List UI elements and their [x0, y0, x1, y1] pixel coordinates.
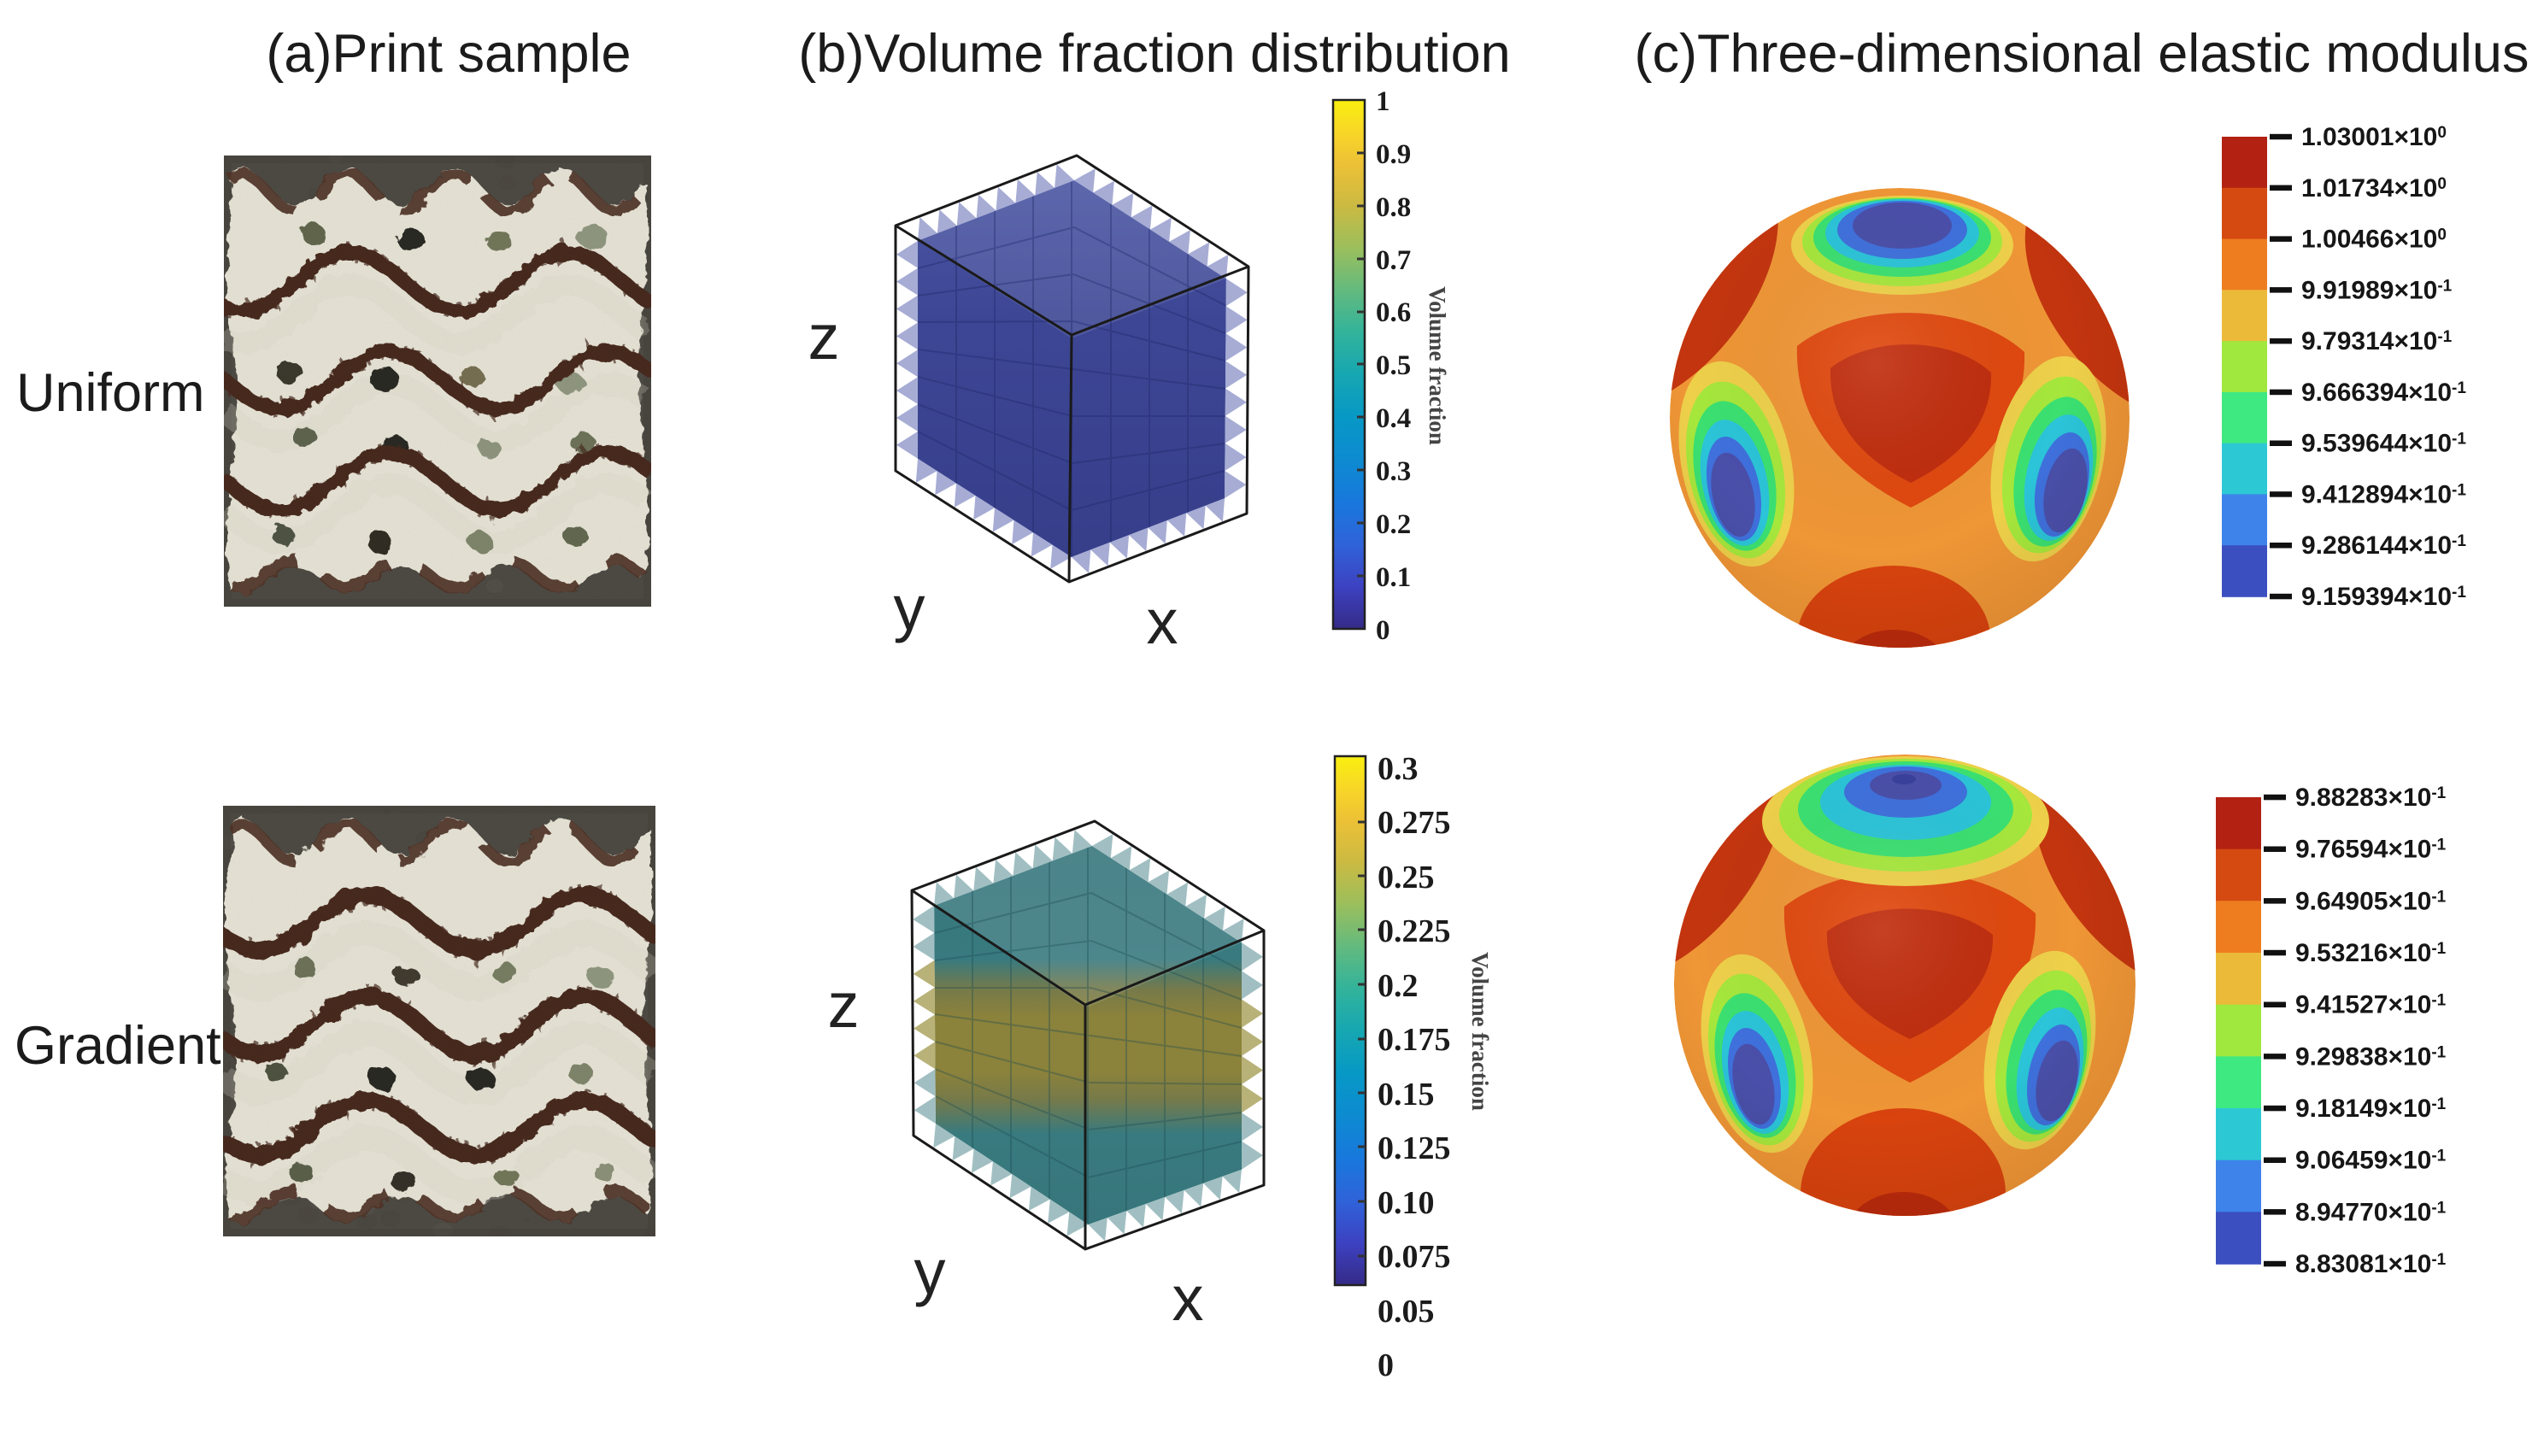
- svg-text:0.8: 0.8: [1376, 192, 1411, 223]
- svg-text:0.9: 0.9: [1376, 139, 1411, 170]
- svg-text:0: 0: [1376, 615, 1390, 646]
- svg-text:0.3: 0.3: [1378, 751, 1419, 787]
- svg-text:0.2: 0.2: [1376, 509, 1411, 540]
- svg-text:0.05: 0.05: [1378, 1294, 1435, 1330]
- svg-text:x: x: [1147, 586, 1178, 657]
- svg-text:1.00466×100: 1.00466×100: [2301, 226, 2447, 254]
- svg-text:9.91989×10-1: 9.91989×10-1: [2301, 276, 2453, 304]
- svg-text:0.125: 0.125: [1378, 1130, 1451, 1166]
- svg-text:0.175: 0.175: [1378, 1022, 1451, 1058]
- svg-text:9.06459×10-1: 9.06459×10-1: [2295, 1147, 2447, 1175]
- svg-text:y: y: [894, 572, 925, 643]
- svg-text:z: z: [828, 970, 860, 1041]
- svg-text:9.29838×10-1: 9.29838×10-1: [2295, 1042, 2447, 1071]
- svg-text:0.3: 0.3: [1376, 456, 1411, 487]
- svg-text:8.94770×10-1: 8.94770×10-1: [2295, 1198, 2447, 1226]
- svg-text:9.79314×10-1: 9.79314×10-1: [2301, 327, 2453, 355]
- svg-text:9.76594×10-1: 9.76594×10-1: [2295, 836, 2447, 864]
- svg-text:0.10: 0.10: [1378, 1185, 1435, 1221]
- svg-text:0.075: 0.075: [1378, 1239, 1451, 1275]
- svg-text:1.01734×100: 1.01734×100: [2301, 174, 2447, 203]
- svg-text:0.7: 0.7: [1376, 245, 1411, 276]
- svg-text:0.275: 0.275: [1378, 805, 1451, 841]
- svg-text:0.15: 0.15: [1378, 1077, 1435, 1113]
- svg-text:x: x: [1172, 1263, 1204, 1334]
- svg-text:9.286144×10-1: 9.286144×10-1: [2301, 531, 2466, 560]
- svg-text:0.225: 0.225: [1378, 913, 1451, 949]
- svg-text:0.4: 0.4: [1376, 403, 1411, 434]
- svg-text:9.88283×10-1: 9.88283×10-1: [2295, 784, 2447, 812]
- svg-text:Volume fraction: Volume fraction: [1425, 286, 1450, 445]
- svg-text:1.03001×100: 1.03001×100: [2301, 123, 2447, 151]
- svg-text:9.53216×10-1: 9.53216×10-1: [2295, 939, 2447, 967]
- svg-text:9.64905×10-1: 9.64905×10-1: [2295, 887, 2447, 915]
- svg-text:1: 1: [1376, 86, 1390, 117]
- svg-text:0.2: 0.2: [1378, 968, 1419, 1004]
- svg-text:9.159394×10-1: 9.159394×10-1: [2301, 583, 2466, 611]
- svg-text:0.1: 0.1: [1376, 562, 1411, 593]
- svg-text:0.5: 0.5: [1376, 350, 1411, 381]
- svg-text:z: z: [808, 302, 840, 373]
- svg-text:y: y: [914, 1236, 946, 1307]
- svg-text:0: 0: [1378, 1347, 1394, 1383]
- svg-text:9.18149×10-1: 9.18149×10-1: [2295, 1095, 2447, 1123]
- svg-text:9.666394×10-1: 9.666394×10-1: [2301, 379, 2466, 407]
- svg-text:9.539644×10-1: 9.539644×10-1: [2301, 430, 2466, 458]
- svg-text:9.412894×10-1: 9.412894×10-1: [2301, 480, 2466, 508]
- svg-text:0.6: 0.6: [1376, 297, 1411, 328]
- svg-text:Volume fraction: Volume fraction: [1467, 952, 1493, 1111]
- svg-text:0.25: 0.25: [1378, 860, 1435, 895]
- svg-text:9.41527×10-1: 9.41527×10-1: [2295, 991, 2447, 1019]
- svg-text:8.83081×10-1: 8.83081×10-1: [2295, 1250, 2447, 1278]
